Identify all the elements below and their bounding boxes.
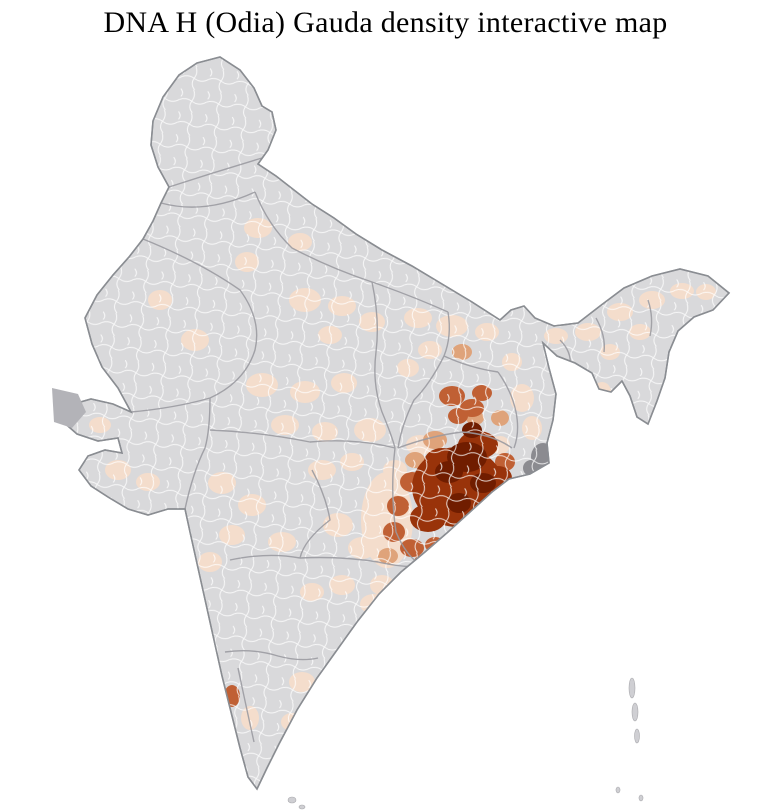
state-borders	[130, 157, 653, 743]
page-title: DNA H (Odia) Gauda density interactive m…	[103, 6, 668, 39]
gray-region-west	[52, 388, 86, 428]
andaman-nicobar-islands	[287, 677, 644, 810]
